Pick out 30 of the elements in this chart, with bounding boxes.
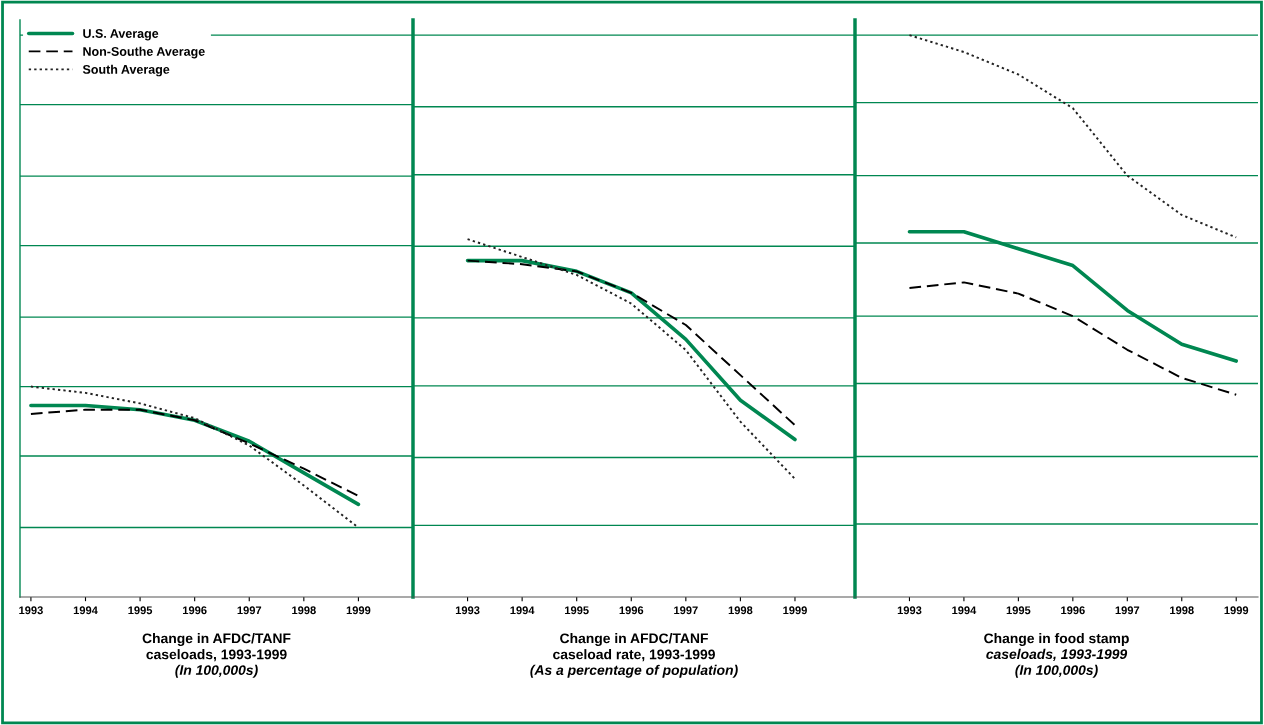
text: caseloads, 1993-1999 (In 100,000s) [986,648,1128,678]
x-tick-label: 1999 [346,606,371,615]
x-tick-label: 1997 [237,606,262,615]
x-tick-label: 1997 [674,606,698,615]
x-axis-title: Change in AFDC/TANF caseloads, 1993-1999 [142,633,291,662]
text: (In 100,000s) [175,664,258,678]
x-tick-label: 1994 [73,606,98,615]
x-tick-label: 1996 [1061,606,1085,615]
x-tick-label: 1993 [455,606,480,615]
x-tick-label: 1998 [292,606,316,615]
legend-label: U.S. Average [83,29,159,41]
x-tick-label: 1995 [1006,606,1031,615]
x-tick-label: 1997 [1115,606,1140,615]
x-tick-label: 1994 [510,606,535,615]
x-tick-label: 1995 [565,606,589,615]
x-axis-title: Change in AFDC/TANF caseload rate, 1993-1999 [553,633,715,662]
x-tick-label: 1996 [619,606,644,615]
x-tick-label: 1994 [952,606,977,615]
legend-label: Non-Southe Average [83,46,205,59]
text: (As a percentage of population) [530,664,738,678]
x-tick-label: 1993 [897,606,922,615]
x-tick-label: 1998 [1170,606,1194,615]
x-tick-label: 1998 [728,606,753,615]
x-tick-label: 1999 [1224,606,1249,615]
x-axis-title: Change in food stamp [984,633,1129,647]
legend-label: South Average [82,64,170,77]
x-tick-label: 1996 [183,606,207,615]
x-tick-label: 1999 [783,606,807,615]
x-tick-label: 1993 [19,606,43,615]
x-tick-label: 1995 [128,606,153,615]
